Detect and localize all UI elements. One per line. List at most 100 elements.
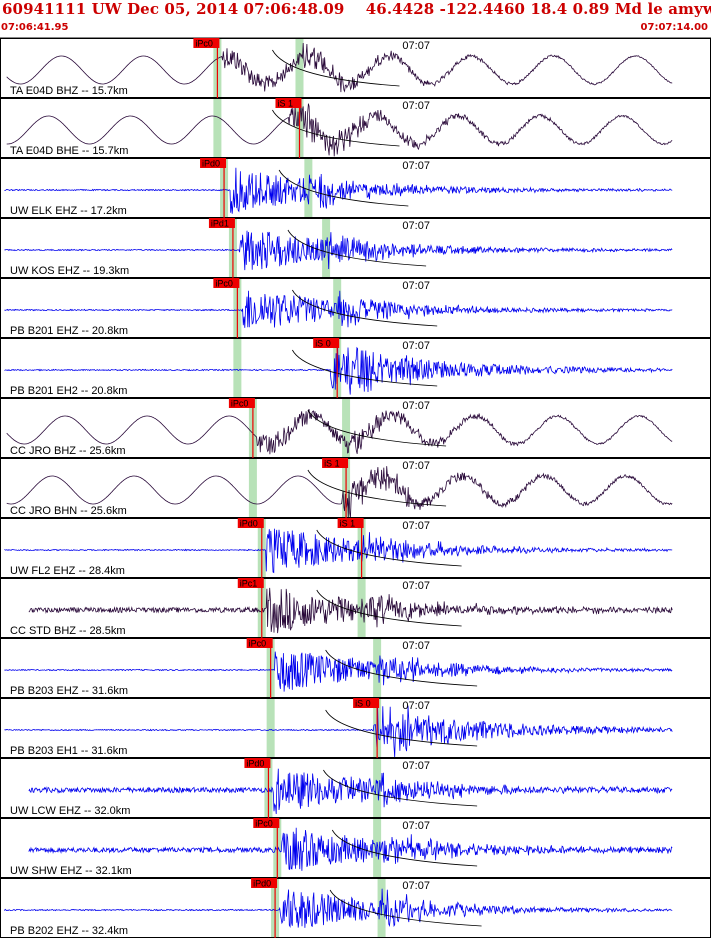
minute-tick-label: 07:07 — [402, 40, 430, 52]
waveform — [4, 290, 673, 328]
p-pick-box[interactable] — [244, 758, 271, 768]
travel-curve — [316, 529, 462, 567]
waveform — [4, 651, 673, 692]
s-window — [342, 399, 351, 457]
minute-tick-label: 07:07 — [402, 820, 430, 832]
p-pick-box[interactable] — [253, 818, 280, 828]
p-window — [266, 699, 275, 757]
travel-curve — [307, 469, 447, 507]
station-label: UW FL2 EHZ -- 28.4km — [10, 565, 125, 577]
s-window — [373, 759, 382, 817]
waveform — [4, 705, 673, 758]
minute-tick-label: 07:07 — [402, 220, 430, 232]
trace-row: 07:07 iS 0 PB B201 EH2 -- 20.8km — [0, 338, 711, 398]
p-pick-label: iPd1 — [211, 219, 229, 229]
trace-row: 07:07 iS 1 TA E04D BHE -- 15.7km — [0, 98, 711, 158]
station-label: PB B201 EH2 -- 20.8km — [10, 385, 127, 397]
travel-curve — [331, 829, 478, 867]
travel-curve — [329, 889, 482, 927]
travel-curve — [278, 169, 409, 207]
p-pick-label: iPc0 — [255, 819, 273, 829]
window-end-time: 07:07:14.00 — [640, 22, 708, 33]
travel-curve — [323, 769, 478, 807]
travel-curve — [316, 589, 462, 627]
s-window — [304, 159, 313, 217]
waveform — [6, 466, 673, 518]
s-pick-label: iS 1 — [324, 459, 340, 469]
p-pick-label: iPc0 — [215, 279, 233, 289]
travel-curve — [292, 349, 438, 387]
trace-row: 07:07 iPd0 UW ELK EHZ -- 17.2km — [0, 158, 711, 218]
p-pick-label: iPd0 — [202, 159, 220, 169]
minute-tick-label: 07:07 — [402, 460, 430, 472]
trace-row: 07:07 iPd0 iS 1 UW FL2 EHZ -- 28.4km — [0, 518, 711, 578]
waveform — [4, 230, 673, 271]
station-label: UW LCW EHZ -- 32.0km — [10, 805, 130, 817]
station-label: PB B202 EHZ -- 32.4km — [10, 925, 128, 937]
minute-tick-label: 07:07 — [402, 580, 430, 592]
event-title: 60941111 UW Dec 05, 2014 07:06:48.09 46.… — [2, 0, 711, 18]
minute-tick-label: 07:07 — [402, 400, 430, 412]
p-pick-box[interactable] — [193, 38, 220, 48]
minute-tick-label: 07:07 — [402, 100, 430, 112]
station-label: CC JRO BHZ -- 25.6km — [10, 445, 126, 457]
s-window — [295, 39, 304, 97]
p-pick-label: iPc0 — [231, 399, 249, 409]
p-pick-box[interactable] — [200, 158, 227, 168]
s-pick-box[interactable] — [275, 98, 302, 108]
trace-row: 07:07 iPc0 TA E04D BHZ -- 15.7km — [0, 38, 711, 98]
s-pick-box[interactable] — [353, 698, 380, 708]
p-pick-box[interactable] — [228, 398, 255, 408]
p-pick-label: iPd0 — [246, 759, 264, 769]
waveform — [28, 768, 673, 815]
trace-row: 07:07 iPc0 CC JRO BHZ -- 25.6km — [0, 398, 711, 458]
s-pick-box[interactable] — [322, 458, 349, 468]
minute-tick-label: 07:07 — [402, 880, 430, 892]
station-label: TA E04D BHE -- 15.7km — [10, 145, 128, 157]
event-header: 60941111 UW Dec 05, 2014 07:06:48.09 46.… — [0, 0, 711, 38]
minute-tick-label: 07:07 — [402, 340, 430, 352]
trace-row: 07:07 iPd1 UW KOS EHZ -- 19.3km — [0, 218, 711, 278]
station-label: PB B201 EHZ -- 20.8km — [10, 325, 128, 337]
trace-panel: 07:07 iPc0 TA E04D BHZ -- 15.7km 07:07 iS 1 T… — [0, 38, 711, 938]
trace-row: 07:07 iPc0 PB B203 EHZ -- 31.6km — [0, 638, 711, 698]
minute-tick-label: 07:07 — [402, 160, 430, 172]
waveform — [28, 827, 673, 871]
p-pick-box[interactable] — [237, 578, 264, 588]
minute-tick-label: 07:07 — [402, 640, 430, 652]
p-pick-label: iPc0 — [249, 639, 267, 649]
minute-tick-label: 07:07 — [402, 760, 430, 772]
trace-row: 07:07 iPc0 UW SHW EHZ -- 32.1km — [0, 818, 711, 878]
p-window — [248, 459, 257, 517]
s-pick-box[interactable] — [313, 338, 340, 348]
p-pick-box[interactable] — [237, 518, 264, 528]
travel-curve — [292, 289, 438, 327]
station-label: UW KOS EHZ -- 19.3km — [10, 265, 129, 277]
station-label: UW SHW EHZ -- 32.1km — [10, 865, 132, 877]
s-pick-label: iS 1 — [277, 99, 293, 109]
trace-row: 07:07 iS 1 CC JRO BHN -- 25.6km — [0, 458, 711, 518]
waveform — [6, 102, 673, 157]
waveform — [28, 587, 673, 634]
s-pick-box[interactable] — [337, 518, 364, 528]
s-pick-label: iS 1 — [340, 519, 356, 529]
waveform — [4, 167, 673, 214]
s-pick-label: iS 0 — [355, 699, 371, 709]
p-pick-label: iPc1 — [240, 579, 258, 589]
travel-curve — [325, 709, 478, 747]
p-pick-box[interactable] — [251, 878, 278, 888]
minute-tick-label: 07:07 — [402, 280, 430, 292]
p-pick-box[interactable] — [213, 278, 240, 288]
p-pick-label: iPd0 — [240, 519, 258, 529]
station-label: PB B203 EHZ -- 31.6km — [10, 685, 128, 697]
travel-curve — [272, 49, 400, 87]
waveform — [4, 342, 673, 395]
p-pick-box[interactable] — [246, 638, 273, 648]
minute-tick-label: 07:07 — [402, 700, 430, 712]
p-pick-box[interactable] — [208, 218, 235, 228]
s-window — [322, 219, 331, 277]
p-window — [213, 99, 222, 157]
minute-tick-label: 07:07 — [402, 520, 430, 532]
travel-curve — [272, 109, 400, 147]
